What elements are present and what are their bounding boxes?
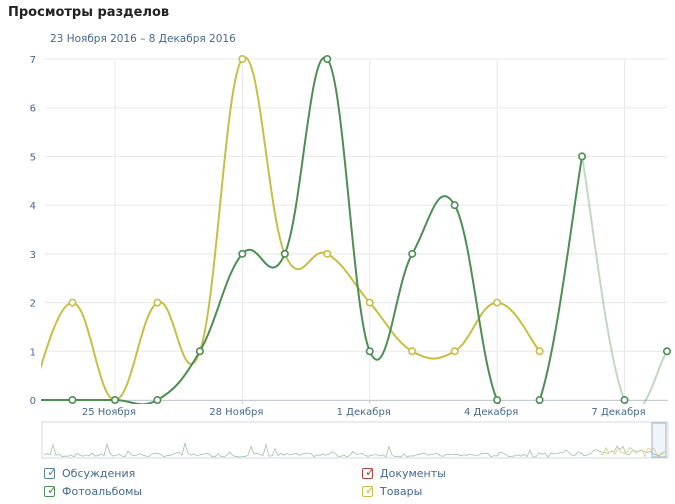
checkbox-products[interactable]: ✓: [362, 483, 376, 497]
legend-label: Фотоальбомы: [62, 485, 143, 498]
series-line-photo-albums-tail: [581, 156, 668, 404]
x-tick-label: 25 Ноября: [82, 407, 136, 418]
x-tick-label: 4 Декабря: [464, 407, 518, 418]
legend-item-discussions[interactable]: ✓ Обсуждения: [44, 465, 136, 480]
checkbox-photo-albums[interactable]: ✓: [44, 483, 58, 497]
data-point: [578, 152, 587, 161]
data-point: [450, 347, 459, 356]
range-navigator[interactable]: [41, 421, 669, 459]
x-tick-label: 1 Декабря: [337, 407, 391, 418]
legend-item-documents[interactable]: ✓ Документы: [362, 465, 446, 480]
data-point: [408, 347, 417, 356]
data-point: [110, 395, 119, 404]
series-0: [41, 56, 668, 404]
y-tick-label: 1: [30, 347, 36, 358]
chart-title: Просмотры разделов: [8, 5, 170, 20]
chart-series: [41, 54, 671, 404]
data-point: [153, 395, 162, 404]
checkmark-icon: ✓: [365, 483, 376, 497]
data-point: [195, 347, 204, 356]
data-point: [323, 54, 332, 63]
data-point: [365, 298, 374, 307]
data-point: [408, 249, 417, 258]
data-point: [280, 249, 289, 258]
data-point: [68, 395, 77, 404]
x-tick-label: 7 Декабря: [591, 407, 645, 418]
data-point: [323, 249, 332, 258]
x-tick-label: 28 Ноября: [209, 407, 263, 418]
data-point: [662, 347, 671, 356]
y-axis: 0 1 2 3 4 5 6 7: [30, 55, 36, 407]
legend-label: Документы: [380, 467, 446, 480]
data-point: [620, 395, 629, 404]
navigator-frame: [41, 421, 669, 459]
legend-label: Товары: [380, 485, 423, 498]
legend-item-products[interactable]: ✓ Товары: [362, 483, 423, 498]
y-tick-label: 2: [30, 299, 36, 310]
x-axis: 25 Ноября 28 Ноября 1 Декабря 4 Декабря 7 Де…: [44, 400, 668, 418]
checkmark-icon: ✓: [365, 465, 376, 479]
data-point: [493, 298, 502, 307]
y-tick-label: 3: [30, 250, 36, 261]
data-point: [450, 201, 459, 210]
checkmark-icon: ✓: [47, 465, 58, 479]
data-point: [238, 54, 247, 63]
checkbox-documents[interactable]: ✓: [362, 465, 376, 479]
y-tick-label: 5: [30, 152, 36, 163]
data-point: [238, 249, 247, 258]
y-tick-label: 6: [30, 104, 36, 115]
legend-item-photo-albums[interactable]: ✓ Фотоальбомы: [44, 483, 143, 498]
data-point: [153, 298, 162, 307]
legend-label: Обсуждения: [62, 467, 136, 480]
series-line-photo-albums: [41, 56, 584, 404]
data-point: [535, 347, 544, 356]
data-point: [493, 395, 502, 404]
data-point: [68, 298, 77, 307]
chart-grid: [44, 58, 668, 401]
data-point: [365, 347, 374, 356]
checkbox-discussions[interactable]: ✓: [44, 465, 58, 479]
y-tick-label: 4: [30, 201, 36, 212]
data-point: [535, 395, 544, 404]
navigator-selection: [651, 422, 667, 458]
checkmark-icon: ✓: [47, 483, 58, 497]
navigator-sparkline: [43, 441, 666, 458]
date-range: 23 Ноября 2016 – 8 Декабря 2016: [50, 33, 236, 45]
y-tick-label: 7: [30, 55, 36, 66]
y-tick-label: 0: [30, 396, 36, 407]
